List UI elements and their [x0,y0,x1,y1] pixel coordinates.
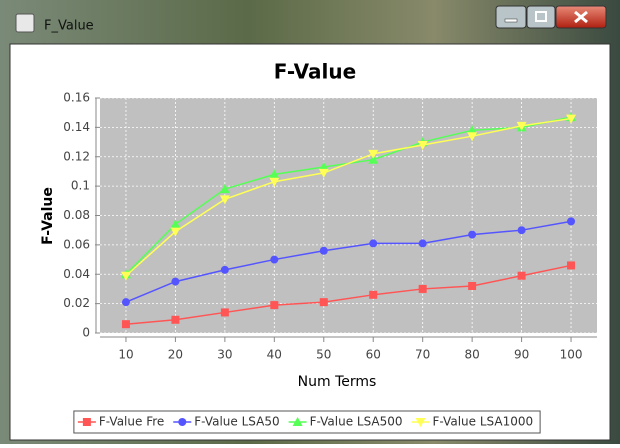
x-tick-label: 30 [217,348,232,362]
x-tick-label: 70 [415,348,430,362]
marker [270,255,279,264]
marker [368,149,379,159]
y-tick-label: 0.08 [63,208,90,222]
x-tick-label: 20 [168,348,183,362]
marker [566,114,577,124]
marker [318,168,329,178]
marker [220,265,229,274]
legend-label: F-Value Fre [99,415,164,429]
window-buttons[interactable] [495,5,607,29]
marker [269,169,280,179]
y-tick-label: 0 [82,326,90,340]
maximize-button[interactable] [526,5,556,29]
marker [219,195,230,205]
marker [467,125,478,135]
x-tick-label: 60 [366,348,381,362]
marker [418,239,427,248]
marker [121,320,130,329]
y-tick-label: 0.1 [71,179,90,193]
marker [467,132,478,142]
marker [220,308,229,317]
marker [417,141,428,150]
marker [418,284,427,293]
marker [468,230,477,239]
x-tick-label: 100 [560,348,583,362]
y-tick-label: 0.02 [63,296,90,310]
series-line [125,264,572,325]
x-tick-label: 50 [316,348,331,362]
minimize-icon [504,18,518,23]
minimize-button[interactable] [495,5,527,29]
marker [170,227,181,237]
x-axis-label: Num Terms [298,374,377,390]
marker [517,226,526,235]
y-tick-label: 0.12 [63,149,90,163]
marker [219,184,230,194]
marker [121,298,130,307]
legend-marker [82,418,91,426]
series-line [125,117,572,277]
y-tick-label: 0.16 [63,91,90,105]
legend-label: F-Value LSA500 [310,415,403,429]
marker [567,217,576,226]
close-icon [574,10,588,24]
app-icon [15,13,35,33]
x-tick-label: 90 [514,348,529,362]
legend-label: F-Value LSA1000 [433,415,534,429]
legend-marker [292,417,303,426]
marker [319,298,328,307]
x-tick-label: 80 [464,348,479,362]
marker [468,282,477,290]
y-tick-label: 0.04 [63,267,90,281]
legend-label: F-Value LSA50 [194,415,279,429]
marker [270,301,279,310]
marker [120,271,131,281]
marker [567,261,576,270]
y-tick-label: 0.14 [63,120,90,134]
marker [517,271,526,280]
marker [516,121,527,131]
window-title: F_Value [44,19,94,34]
maximize-icon [535,11,547,22]
legend-marker [178,418,187,426]
legend-box [73,410,541,434]
y-tick-label: 0.06 [63,237,90,251]
legend-marker [415,418,426,427]
marker [318,162,329,172]
marker [269,177,280,187]
y-axis-label: F-Value [40,187,56,245]
marker [368,154,379,164]
marker [171,277,180,286]
series-line [125,220,572,303]
x-tick-label: 40 [267,348,282,362]
marker [171,315,180,324]
x-tick-label: 10 [118,348,133,362]
marker [369,239,378,248]
marker [369,290,378,299]
marker [319,246,328,255]
marker [170,219,181,229]
chart-title: F-Value [274,60,356,84]
